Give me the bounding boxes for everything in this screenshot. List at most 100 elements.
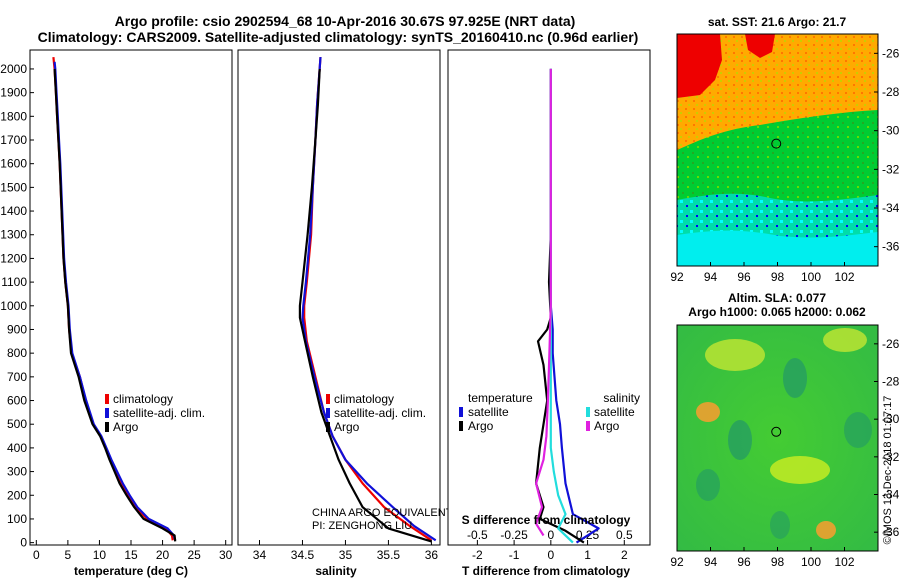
temperature-legend-swatch-climatology bbox=[105, 394, 109, 404]
sla-map-panel: Altim. SLA: 0.077 Argo h1000: 0.065 h200… bbox=[670, 291, 899, 569]
s-diff-tick-label: 0 bbox=[547, 528, 554, 542]
diff-legend-swatch-t-satellite bbox=[459, 407, 463, 417]
sst-argo-position-marker bbox=[771, 138, 782, 149]
salinity-axes-frame bbox=[237, 49, 441, 546]
sla-low-blob bbox=[728, 420, 752, 460]
depth-tick-label: 700 bbox=[7, 370, 27, 384]
diff-legend-s-satellite: satellite bbox=[594, 405, 635, 419]
series-line-argo bbox=[298, 68, 432, 543]
sla-map-subtitle: Argo h1000: 0.065 h2000: 0.062 bbox=[688, 305, 866, 319]
lon-tick-label: 98 bbox=[771, 555, 785, 569]
diff-legend-salinity-title: salinity bbox=[603, 391, 640, 405]
sla-field bbox=[677, 325, 878, 551]
x-tick-label: 20 bbox=[156, 548, 170, 562]
s-difference-xlabel: S difference from climatology bbox=[462, 513, 631, 527]
lon-tick-label: 94 bbox=[704, 270, 718, 284]
s-diff-tick-label: -0.5 bbox=[467, 528, 488, 542]
sla-low-blob bbox=[696, 469, 720, 501]
depth-tick-label: 500 bbox=[7, 417, 27, 431]
x-tick-label: 30 bbox=[219, 548, 233, 562]
depth-tick-label: 0 bbox=[20, 536, 27, 550]
sst-map-panel: sat. SST: 21.6 Argo: 21.7 92 94 96 98 100 102… bbox=[670, 15, 899, 284]
depth-tick-label: 1800 bbox=[0, 109, 27, 123]
diff-legend-t-satellite: satellite bbox=[468, 405, 509, 419]
lon-tick-label: 100 bbox=[801, 555, 821, 569]
credit-stamp: ©IMOS 13-Dec-2018 01:07:17 bbox=[882, 396, 894, 545]
sla-low-blob bbox=[844, 412, 872, 448]
s-diff-tick-label: 0.5 bbox=[616, 528, 633, 542]
temperature-panel: 0100200300400500600700800900100011001200… bbox=[0, 49, 452, 578]
temperature-legend: climatology satellite-adj. clim. Argo bbox=[105, 392, 205, 434]
difference-series bbox=[534, 68, 600, 544]
depth-tick-label: 200 bbox=[7, 488, 27, 502]
diff-legend-swatch-s-satellite bbox=[586, 407, 590, 417]
depth-tick-label: 400 bbox=[7, 441, 27, 455]
lat-tick-label: -26 bbox=[882, 46, 900, 60]
temperature-legend-swatch-argo bbox=[105, 422, 109, 432]
x-tick-label: 0 bbox=[33, 548, 40, 562]
sst-map-title: sat. SST: 21.6 Argo: 21.7 bbox=[708, 15, 847, 29]
lat-tick-label: -26 bbox=[882, 337, 900, 351]
sla-longitude-axis: 92 94 96 98 100 102 bbox=[670, 547, 855, 569]
lat-tick-label: -34 bbox=[882, 201, 900, 215]
x-tick-label: 35 bbox=[339, 548, 353, 562]
lon-tick-label: 100 bbox=[801, 270, 821, 284]
t-difference-x-axis: -2 -1 0 1 2 bbox=[472, 540, 628, 562]
diff-legend-swatch-s-argo bbox=[586, 421, 590, 431]
x-tick-label: 35.5 bbox=[377, 548, 401, 562]
lon-tick-label: 102 bbox=[834, 270, 854, 284]
depth-tick-label: 1700 bbox=[0, 133, 27, 147]
temperature-legend-satellite: satellite-adj. clim. bbox=[113, 406, 205, 420]
lat-tick-label: -28 bbox=[882, 375, 900, 389]
x-tick-label: 1 bbox=[584, 548, 591, 562]
x-tick-label: 15 bbox=[124, 548, 138, 562]
salinity-legend-swatch-argo bbox=[326, 422, 330, 432]
lon-tick-label: 102 bbox=[834, 555, 854, 569]
sla-low-blob bbox=[770, 511, 790, 539]
t-difference-xlabel: T difference from climatology bbox=[462, 564, 630, 578]
diff-legend-temperature-title: temperature bbox=[468, 391, 533, 405]
lon-tick-label: 92 bbox=[670, 270, 684, 284]
salinity-legend-satellite: satellite-adj. clim. bbox=[334, 406, 426, 420]
salinity-series bbox=[298, 57, 437, 543]
depth-tick-label: 1600 bbox=[0, 157, 27, 171]
lat-tick-label: -34 bbox=[882, 488, 900, 502]
temperature-xlabel: temperature (deg C) bbox=[74, 564, 188, 578]
sst-longitude-axis: 92 94 96 98 100 102 bbox=[670, 262, 855, 284]
x-tick-label: 5 bbox=[65, 548, 72, 562]
x-tick-label: 2 bbox=[621, 548, 628, 562]
sla-peak-blob bbox=[696, 402, 720, 422]
depth-tick-label: 1900 bbox=[0, 86, 27, 100]
sla-high-blob bbox=[823, 328, 867, 352]
sla-map-title: Altim. SLA: 0.077 bbox=[728, 291, 826, 305]
depth-tick-label: 1300 bbox=[0, 228, 27, 242]
sst-hot-region-north bbox=[745, 34, 775, 58]
principal-investigator: PI: ZENGHONG LIU bbox=[312, 520, 412, 532]
temperature-x-axis: 0 5 10 15 20 25 30 bbox=[33, 540, 233, 562]
depth-tick-label: 1100 bbox=[1, 275, 27, 289]
lon-tick-label: 94 bbox=[704, 555, 718, 569]
lat-tick-label: -32 bbox=[882, 162, 900, 176]
depth-tick-label: 1200 bbox=[0, 251, 27, 265]
depth-tick-label: 100 bbox=[7, 512, 27, 526]
series-line-argo bbox=[53, 68, 177, 542]
sst-coolest-band bbox=[677, 230, 878, 266]
sla-high-blob bbox=[770, 456, 830, 484]
lat-tick-label: -36 bbox=[882, 240, 900, 254]
lon-tick-label: 98 bbox=[771, 270, 785, 284]
salinity-panel: 34 34.5 35 35.5 36 salinity climatology sate… bbox=[237, 49, 453, 578]
depth-tick-label: 1400 bbox=[0, 204, 27, 218]
lon-tick-label: 92 bbox=[670, 555, 684, 569]
program-name: CHINA ARGO EQUIVALENT bbox=[312, 507, 453, 519]
sla-high-blob bbox=[705, 339, 765, 371]
salinity-legend-argo: Argo bbox=[334, 420, 360, 434]
diff-legend-s-argo: Argo bbox=[594, 419, 620, 433]
sst-field bbox=[677, 34, 878, 266]
series-line-s-argo bbox=[534, 68, 552, 537]
depth-tick-label: 300 bbox=[7, 465, 27, 479]
x-tick-label: 25 bbox=[187, 548, 201, 562]
diff-legend-swatch-t-argo bbox=[459, 421, 463, 431]
sst-hot-region-west bbox=[677, 34, 722, 98]
x-tick-label: -2 bbox=[472, 548, 483, 562]
